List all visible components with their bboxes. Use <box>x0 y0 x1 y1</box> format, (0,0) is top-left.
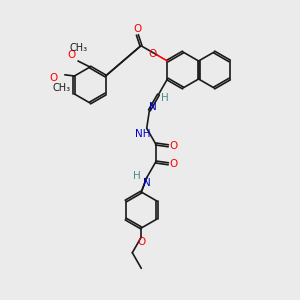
Text: O: O <box>67 50 75 60</box>
Text: CH₃: CH₃ <box>70 43 88 53</box>
Text: CH₃: CH₃ <box>53 83 71 93</box>
Text: O: O <box>50 73 58 83</box>
Text: O: O <box>169 141 177 151</box>
Text: O: O <box>137 237 146 247</box>
Text: N: N <box>143 178 151 188</box>
Text: O: O <box>133 24 142 34</box>
Text: H: H <box>160 93 168 103</box>
Text: O: O <box>148 49 157 59</box>
Text: O: O <box>169 159 177 169</box>
Text: H: H <box>133 171 141 181</box>
Text: NH: NH <box>135 129 151 139</box>
Text: N: N <box>148 102 156 112</box>
